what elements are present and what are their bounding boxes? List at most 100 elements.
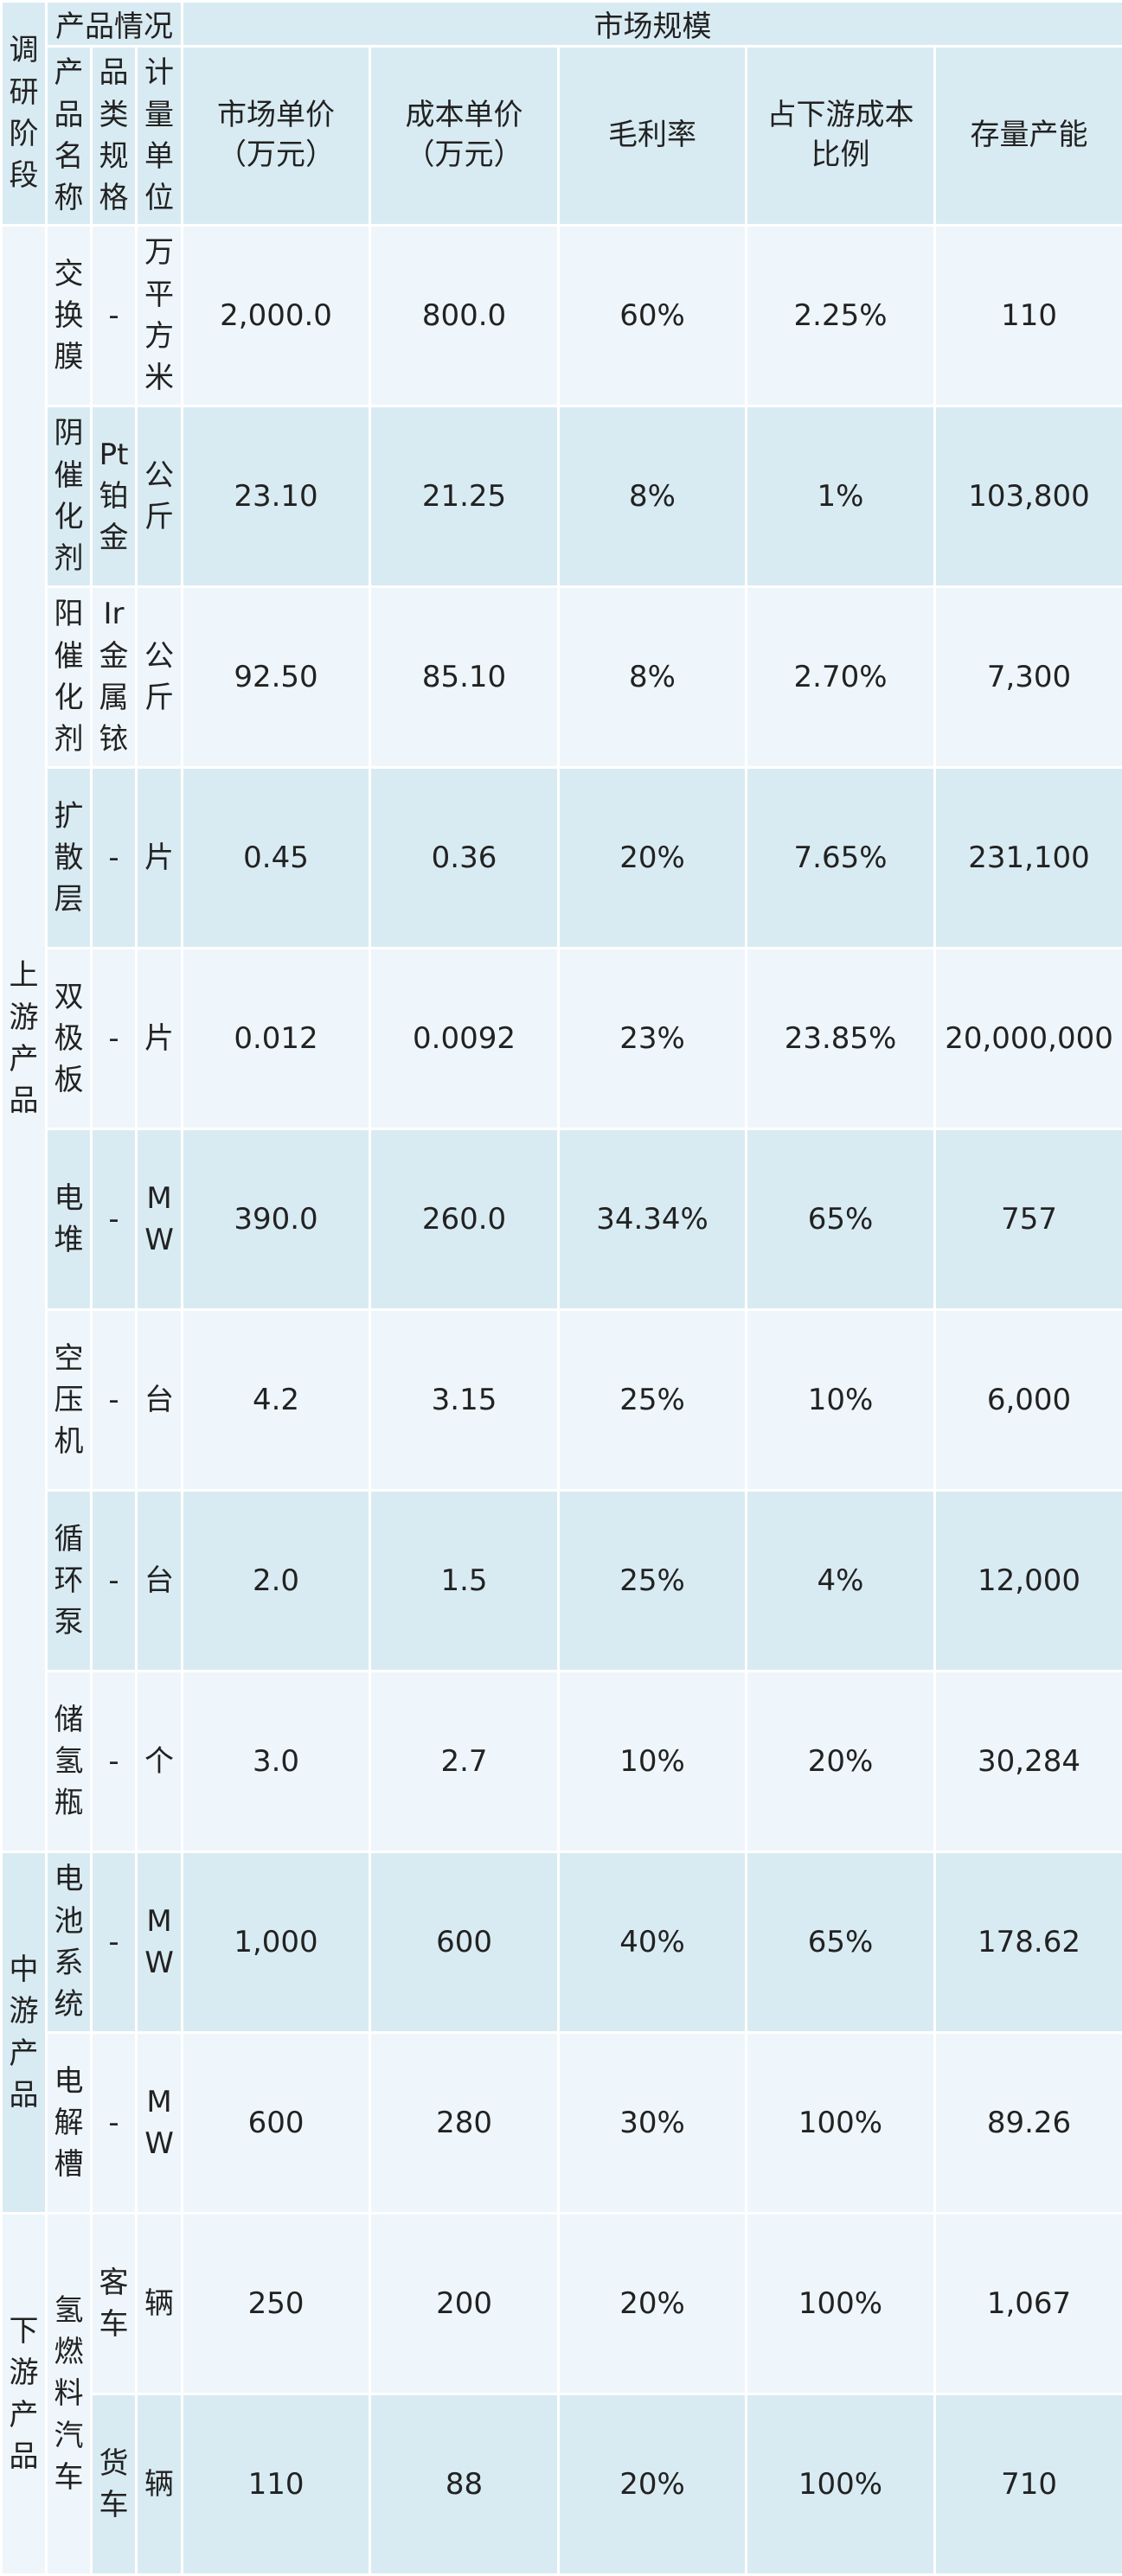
product-spec: Pt铂金 — [90, 405, 138, 588]
market-price: 2,000.0 — [181, 224, 372, 407]
downstream-cost-share: 20% — [745, 1670, 937, 1853]
table-row: 扩散层 - 片 0.45 0.36 20% 7.65% 231,100 — [1, 766, 1122, 949]
product-spec: - — [90, 1489, 138, 1672]
downstream-cost-share: 2.70% — [745, 585, 937, 769]
gross-margin: 30% — [557, 2031, 748, 2215]
table-row: 循环泵 - 台 2.0 1.5 25% 4% 12,000 — [1, 1489, 1122, 1672]
product-spec: - — [90, 1851, 138, 2034]
group-upstream: 上游产品 — [0, 224, 48, 1853]
product-unit: MW — [134, 1851, 184, 2034]
gross-margin: 25% — [557, 1308, 748, 1492]
downstream-cost-share: 10% — [745, 1308, 937, 1492]
downstream-cost-share: 100% — [745, 2031, 937, 2215]
market-price: 23.10 — [181, 405, 372, 588]
table-row: 空压机 - 台 4.2 3.15 25% 10% 6,000 — [1, 1308, 1122, 1492]
product-unit: 万平方米 — [134, 224, 184, 407]
product-unit: 片 — [134, 766, 184, 949]
header-downstream-cost-share: 占下游成本 比例 — [745, 45, 937, 227]
table-row: 下游产品 氢燃料汽车 客车 辆 250 200 20% 100% 1,067 — [0, 2212, 1122, 2576]
product-name: 电池系统 — [45, 1851, 93, 2034]
product-spec: - — [90, 766, 138, 949]
market-price: 390.0 — [181, 1128, 372, 1311]
cost-price: 280 — [369, 2031, 561, 2215]
product-name: 储氢瓶 — [45, 1670, 93, 1853]
market-price: 0.45 — [181, 766, 372, 949]
product-spec: 货车 — [90, 2393, 138, 2576]
market-price: 92.50 — [181, 585, 372, 769]
cost-price: 88 — [369, 2393, 561, 2576]
gross-margin: 8% — [557, 405, 748, 588]
capacity: 89.26 — [933, 2031, 1122, 2215]
product-spec: Ir金属铱 — [90, 585, 138, 769]
product-name: 双极板 — [45, 947, 93, 1130]
group-downstream: 下游产品 — [0, 2212, 48, 2576]
product-unit: 辆 — [134, 2393, 184, 2576]
gross-margin: 34.34% — [557, 1128, 748, 1311]
cost-price: 260.0 — [369, 1128, 561, 1311]
capacity: 103,800 — [933, 405, 1122, 588]
product-name: 空压机 — [45, 1308, 93, 1492]
gross-margin: 23% — [557, 947, 748, 1130]
product-name: 阳催化剂 — [45, 585, 93, 769]
cost-price: 0.0092 — [369, 947, 561, 1130]
header-capacity: 存量产能 — [933, 45, 1122, 227]
capacity: 20,000,000 — [933, 947, 1122, 1130]
cost-price: 200 — [369, 2212, 561, 2395]
gross-margin: 20% — [557, 2393, 748, 2576]
product-unit: 辆 — [134, 2212, 184, 2395]
table-row: 电堆 - MW 390.0 260.0 34.34% 65% 757 — [1, 1128, 1122, 1311]
gross-margin: 20% — [557, 2212, 748, 2395]
table-row: 上游产品 交换膜 - 万平方米 2,000.0 800.0 60% 2.25% … — [0, 224, 1122, 1853]
table-row: 阴催化剂 Pt铂金 公斤 23.10 21.25 8% 1% 103,800 — [1, 405, 1122, 588]
table-row: 中游产品 电池系统 - MW 1,000 600 40% 65% 178.62 — [0, 1851, 1122, 2215]
cost-price: 600 — [369, 1851, 561, 2034]
table-row: 货车 辆 110 88 20% 100% 710 — [1, 2393, 1122, 2576]
product-unit: MW — [134, 2031, 184, 2215]
product-name: 交换膜 — [45, 224, 93, 407]
product-name: 电堆 — [45, 1128, 93, 1311]
capacity: 7,300 — [933, 585, 1122, 769]
product-name: 氢燃料汽车 — [45, 2212, 93, 2576]
downstream-cost-share: 65% — [745, 1128, 937, 1311]
cost-price: 2.7 — [369, 1670, 561, 1853]
cost-price: 800.0 — [369, 224, 561, 407]
market-price: 2.0 — [181, 1489, 372, 1672]
product-spec: 客车 — [90, 2212, 138, 2395]
header-gross-margin: 毛利率 — [557, 45, 748, 227]
capacity: 30,284 — [933, 1670, 1122, 1853]
downstream-cost-share: 65% — [745, 1851, 937, 2034]
product-spec: - — [90, 224, 138, 407]
cost-price: 1.5 — [369, 1489, 561, 1672]
table-row: 阳催化剂 Ir金属铱 公斤 92.50 85.10 8% 2.70% 7,300 — [1, 585, 1122, 769]
header-cost-price: 成本单价 （万元） — [369, 45, 561, 227]
cost-price: 85.10 — [369, 585, 561, 769]
header-market-scale: 市场规模 — [181, 0, 1122, 48]
product-spec: - — [90, 1308, 138, 1492]
gross-margin: 60% — [557, 224, 748, 407]
market-price: 0.012 — [181, 947, 372, 1130]
capacity: 178.62 — [933, 1851, 1122, 2034]
market-price: 110 — [181, 2393, 372, 2576]
market-price: 1,000 — [181, 1851, 372, 2034]
downstream-cost-share: 100% — [745, 2393, 937, 2576]
product-unit: 公斤 — [134, 405, 184, 588]
gross-margin: 40% — [557, 1851, 748, 2034]
capacity: 757 — [933, 1128, 1122, 1311]
product-spec: - — [90, 1128, 138, 1311]
table-row: 双极板 - 片 0.012 0.0092 23% 23.85% 20,000,0… — [1, 947, 1122, 1130]
market-price: 3.0 — [181, 1670, 372, 1853]
table-row: 储氢瓶 - 个 3.0 2.7 10% 20% 30,284 — [1, 1670, 1122, 1853]
header-product-spec: 品类规格 — [90, 45, 138, 227]
gross-margin: 8% — [557, 585, 748, 769]
downstream-cost-share: 100% — [745, 2212, 937, 2395]
product-spec: - — [90, 1670, 138, 1853]
group-midstream: 中游产品 — [0, 1851, 48, 2215]
product-name: 阴催化剂 — [45, 405, 93, 588]
product-name: 循环泵 — [45, 1489, 93, 1672]
downstream-cost-share: 1% — [745, 405, 937, 588]
downstream-cost-share: 23.85% — [745, 947, 937, 1130]
gross-margin: 25% — [557, 1489, 748, 1672]
market-price: 4.2 — [181, 1308, 372, 1492]
product-spec: - — [90, 947, 138, 1130]
downstream-cost-share: 4% — [745, 1489, 937, 1672]
